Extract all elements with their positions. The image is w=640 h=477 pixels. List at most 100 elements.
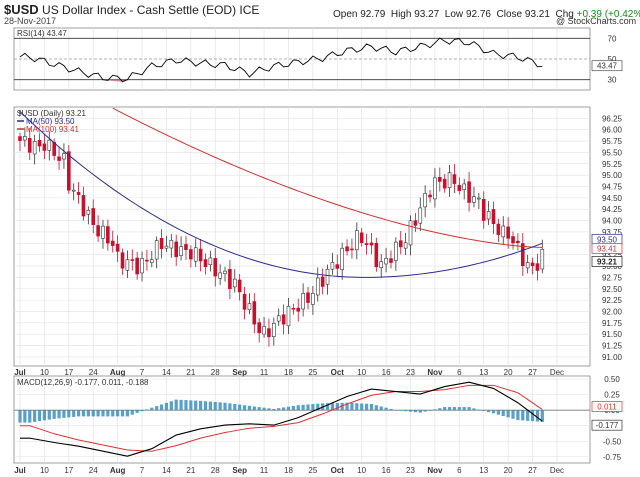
- candle-up: [262, 326, 266, 335]
- candle-down: [511, 236, 515, 244]
- high-value: 93.27: [414, 9, 440, 20]
- candle-down: [320, 276, 325, 287]
- macd-histogram-bar: [413, 410, 417, 413]
- open-label: Open: [333, 9, 358, 20]
- candle-down: [516, 240, 520, 244]
- price-y-tick: 91.00: [602, 353, 623, 362]
- candle-up: [525, 262, 530, 269]
- macd-histogram-bar: [477, 409, 481, 411]
- macd-histogram-bar: [228, 403, 232, 411]
- candle-up: [379, 261, 384, 268]
- low-value: 92.76: [465, 9, 491, 20]
- macd-histogram-bar: [28, 410, 32, 423]
- x-tick-label: 10: [40, 466, 49, 475]
- candle-down: [252, 301, 257, 325]
- macd-histogram-bar: [184, 400, 188, 411]
- macd-histogram-bar: [96, 410, 100, 417]
- macd-histogram-bar: [130, 410, 134, 415]
- macd-histogram-bar: [355, 403, 359, 411]
- candle-down: [67, 151, 71, 191]
- macd-histogram-bar: [242, 405, 247, 411]
- macd-histogram-bar: [203, 401, 208, 411]
- candle-down: [457, 184, 462, 191]
- macd-histogram-bar: [223, 402, 227, 411]
- macd-histogram-bar: [272, 408, 276, 411]
- x-tick-label: Jul: [14, 466, 26, 475]
- price-y-tick: 96.25: [602, 114, 623, 123]
- macd-histogram-bar: [311, 404, 315, 411]
- price-last-label: 93.50: [597, 235, 618, 244]
- macd-histogram-bar: [447, 407, 452, 411]
- candle-up: [276, 315, 281, 322]
- macd-histogram-bar: [47, 410, 51, 420]
- legend-entry: MA(100) 93.41: [26, 125, 79, 134]
- macd-histogram-bar: [428, 410, 432, 411]
- instrument-name: US Dollar Index - Cash Settle (EOD) ICE: [42, 3, 260, 17]
- brand-watermark: @ StockCharts.com: [556, 16, 637, 26]
- macd-histogram-bar: [330, 403, 335, 411]
- candle-down: [18, 136, 22, 141]
- ma50-line: [19, 111, 543, 278]
- macd-histogram-bar: [408, 410, 413, 412]
- chart-title: $USD US Dollar Index - Cash Settle (EOD)…: [4, 2, 259, 17]
- macd-histogram-bar: [516, 410, 520, 421]
- panel-frame-3: [13, 375, 591, 464]
- x-tick-label: 21: [186, 466, 195, 475]
- candle-up: [408, 220, 413, 246]
- candle-down: [369, 242, 374, 246]
- macd-histogram-bar: [443, 407, 447, 411]
- macd-histogram-bar: [252, 406, 256, 411]
- macd-histogram-bar: [208, 401, 212, 411]
- macd-histogram-bar: [62, 410, 66, 418]
- price-y-tick: 92.00: [602, 307, 623, 316]
- macd-histogram-bar: [23, 410, 27, 423]
- macd-histogram-bar: [526, 410, 530, 421]
- low-label: Low: [444, 9, 464, 20]
- price-y-tick: 96.00: [602, 126, 623, 135]
- macd-histogram-bar: [438, 408, 442, 411]
- candle-up: [154, 240, 159, 260]
- candle-down: [296, 307, 301, 312]
- price-y-tick: 95.25: [602, 160, 623, 169]
- macd-histogram-bar: [433, 409, 437, 411]
- candle-down: [189, 249, 193, 260]
- candle-up: [164, 245, 169, 249]
- macd-histogram-bar: [496, 410, 500, 415]
- candle-down: [281, 314, 286, 325]
- candle-up: [232, 278, 237, 288]
- macd-histogram-bar: [423, 410, 427, 412]
- x-tick-label: 10: [357, 368, 366, 377]
- candle-up: [325, 269, 330, 285]
- candle-down: [228, 269, 232, 290]
- x-tick-label: 7: [140, 368, 145, 377]
- macd-histogram-bar: [491, 410, 496, 414]
- candle-down: [496, 223, 501, 235]
- macd-histogram-bar: [164, 402, 169, 411]
- candle-down: [57, 156, 61, 161]
- x-tick-label: 17: [64, 466, 73, 475]
- macd-histogram-bar: [101, 410, 105, 417]
- macd-histogram-bar: [281, 407, 286, 411]
- price-last-box: [591, 243, 623, 254]
- x-tick-label: 25: [308, 466, 317, 475]
- x-tick-label: 13: [479, 466, 488, 475]
- macd-histogram-bar: [81, 410, 86, 417]
- candle-up: [140, 258, 144, 274]
- x-tick-label: 14: [162, 368, 171, 377]
- candle-down: [213, 258, 218, 277]
- price-y-tick: 91.25: [602, 342, 623, 351]
- macd-histogram-bar: [452, 407, 457, 411]
- candle-down: [120, 252, 125, 269]
- rsi-line: [19, 37, 543, 83]
- macd-histogram-bar: [457, 407, 461, 411]
- candle-down: [106, 226, 110, 244]
- macd-histogram-bar: [213, 401, 217, 411]
- macd-histogram-bar: [116, 410, 120, 417]
- x-tick-label: Oct: [331, 466, 345, 475]
- macd-histogram-bar: [325, 403, 330, 411]
- x-tick-label: 23: [406, 466, 415, 475]
- macd-histogram-bar: [72, 410, 76, 417]
- x-tick-label: Jul: [14, 368, 26, 377]
- price-last-label: 93.41: [597, 244, 618, 253]
- macd-histogram-bar: [52, 410, 56, 419]
